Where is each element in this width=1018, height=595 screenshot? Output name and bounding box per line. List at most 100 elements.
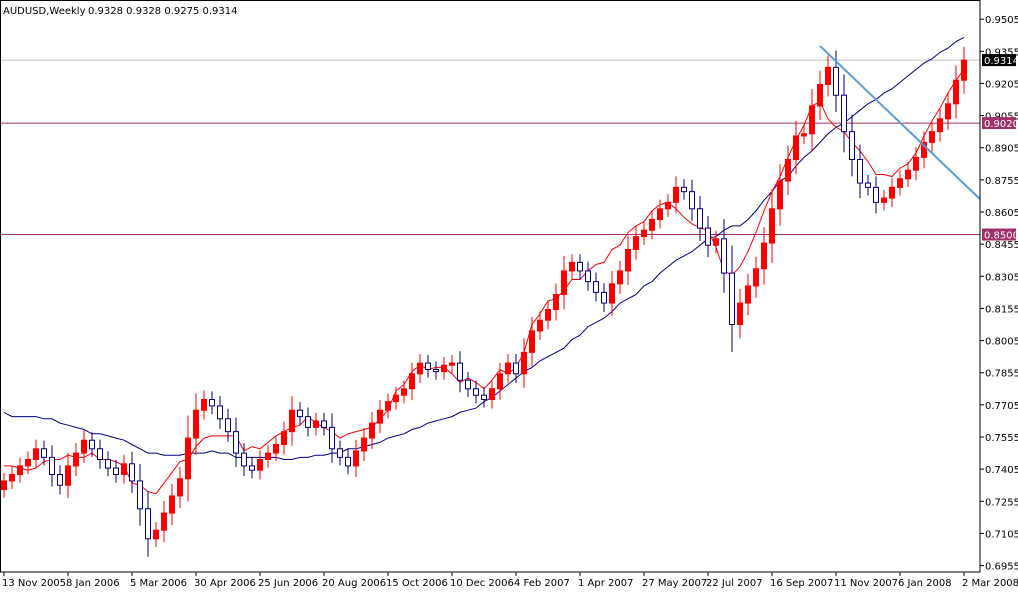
candle-body <box>289 409 295 433</box>
y-tick-label: 0.8755 <box>985 176 1018 187</box>
candle-body <box>481 394 487 401</box>
candle-body <box>633 236 639 250</box>
candle-body <box>433 369 439 373</box>
y-tick-label: 0.7855 <box>985 369 1018 380</box>
candle-body <box>89 439 95 450</box>
x-tick-label: 27 May 2007 <box>642 578 707 589</box>
x-tick-label: 30 Apr 2006 <box>194 578 256 589</box>
chart-ohlc-values: 0.9328 0.9328 0.9275 0.9314 <box>88 6 238 17</box>
candle-body <box>377 409 383 424</box>
candle-body <box>737 302 743 326</box>
candle-body <box>25 459 31 467</box>
candle-body <box>201 399 207 411</box>
candle-body <box>153 529 159 540</box>
candle-body <box>865 182 871 188</box>
candle-body <box>777 180 783 210</box>
level-label-box <box>982 228 1016 241</box>
candle-body <box>281 431 287 445</box>
x-tick-label: 8 Jan 2006 <box>66 578 120 589</box>
candle-body <box>417 362 423 375</box>
candle-body <box>313 420 319 428</box>
candle-body <box>473 388 479 396</box>
candle-body <box>177 478 183 497</box>
candle-body <box>913 156 919 171</box>
chart-frame <box>0 0 981 573</box>
candle-body <box>305 416 311 428</box>
candle-body <box>505 362 511 375</box>
candle-body <box>217 405 223 420</box>
candle-body <box>569 261 575 272</box>
candle-body <box>425 362 431 371</box>
candle-body <box>561 270 567 295</box>
candle-body <box>185 437 191 480</box>
candle-body <box>249 465 255 471</box>
candle-body <box>657 208 663 221</box>
candle-body <box>81 439 87 454</box>
candle-body <box>129 463 135 482</box>
candle-body <box>833 66 839 96</box>
candle-body <box>489 388 495 400</box>
candle-body <box>297 409 303 418</box>
candle-body <box>441 364 447 373</box>
candle-body <box>97 448 103 460</box>
candle-body <box>521 351 527 375</box>
y-tick-label: 0.8605 <box>985 208 1018 219</box>
x-tick-label: 10 Dec 2006 <box>450 578 514 589</box>
candle-body <box>393 394 399 403</box>
candle-body <box>785 159 791 182</box>
y-tick-label: 0.9205 <box>985 79 1018 90</box>
candle-body <box>57 474 63 486</box>
candle-body <box>961 59 967 81</box>
candle-body <box>897 178 903 188</box>
candle-body <box>169 495 175 514</box>
candle-body <box>817 84 823 107</box>
candle-body <box>17 465 23 475</box>
x-tick-label: 13 Nov 2005 <box>2 578 66 589</box>
candle-body <box>1 480 7 490</box>
candle-body <box>465 379 471 390</box>
candle-body <box>9 474 15 482</box>
candle-body <box>625 249 631 272</box>
candle-body <box>689 191 695 210</box>
candle-body <box>609 283 615 304</box>
y-tick-label: 0.8305 <box>985 272 1018 283</box>
x-tick-label: 1 Apr 2007 <box>578 578 633 589</box>
candle-body <box>65 465 71 486</box>
candle-body <box>73 452 79 467</box>
candle-body <box>537 319 543 332</box>
level-label-box <box>982 117 1016 130</box>
level-label: 0.9020 <box>984 119 1018 130</box>
y-tick-label: 0.7105 <box>985 529 1018 540</box>
candle-body <box>457 362 463 381</box>
x-tick-label: 5 Mar 2006 <box>130 578 187 589</box>
candle-body <box>769 208 775 244</box>
x-tick-label: 25 Jun 2006 <box>258 578 318 589</box>
candle-body <box>793 135 799 161</box>
x-tick-label: 6 Jan 2008 <box>898 578 952 589</box>
y-axis: 0.95050.93550.92050.90550.89050.87550.86… <box>980 15 1018 573</box>
candle-body <box>265 452 271 461</box>
candle-body <box>145 508 151 540</box>
y-tick-label: 0.7705 <box>985 401 1018 412</box>
candle-body <box>105 459 111 469</box>
candle-body <box>161 512 167 531</box>
candle-body <box>681 186 687 193</box>
candle-body <box>257 459 263 471</box>
candle-body <box>41 448 47 458</box>
candle-body <box>929 131 935 143</box>
candle-body <box>361 437 367 452</box>
candle-body <box>369 422 375 439</box>
y-tick-label: 0.7555 <box>985 433 1018 444</box>
trendline-segment <box>819 45 981 200</box>
candle-body <box>585 270 591 283</box>
candle-body <box>449 362 455 366</box>
candle-body <box>905 169 911 180</box>
candle-body <box>697 208 703 229</box>
candle-body <box>497 373 503 390</box>
candle-body <box>937 118 943 133</box>
candle-body <box>353 450 359 467</box>
x-tick-label: 15 Oct 2006 <box>386 578 448 589</box>
candle-body <box>617 270 623 285</box>
level-label: 0.8500 <box>984 231 1018 242</box>
